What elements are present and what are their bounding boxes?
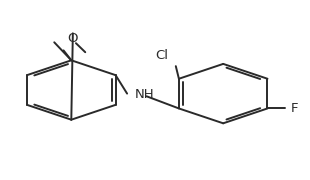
Text: F: F [291,102,298,115]
Text: Cl: Cl [155,49,168,62]
Text: NH: NH [135,88,154,101]
Text: O: O [68,32,78,45]
